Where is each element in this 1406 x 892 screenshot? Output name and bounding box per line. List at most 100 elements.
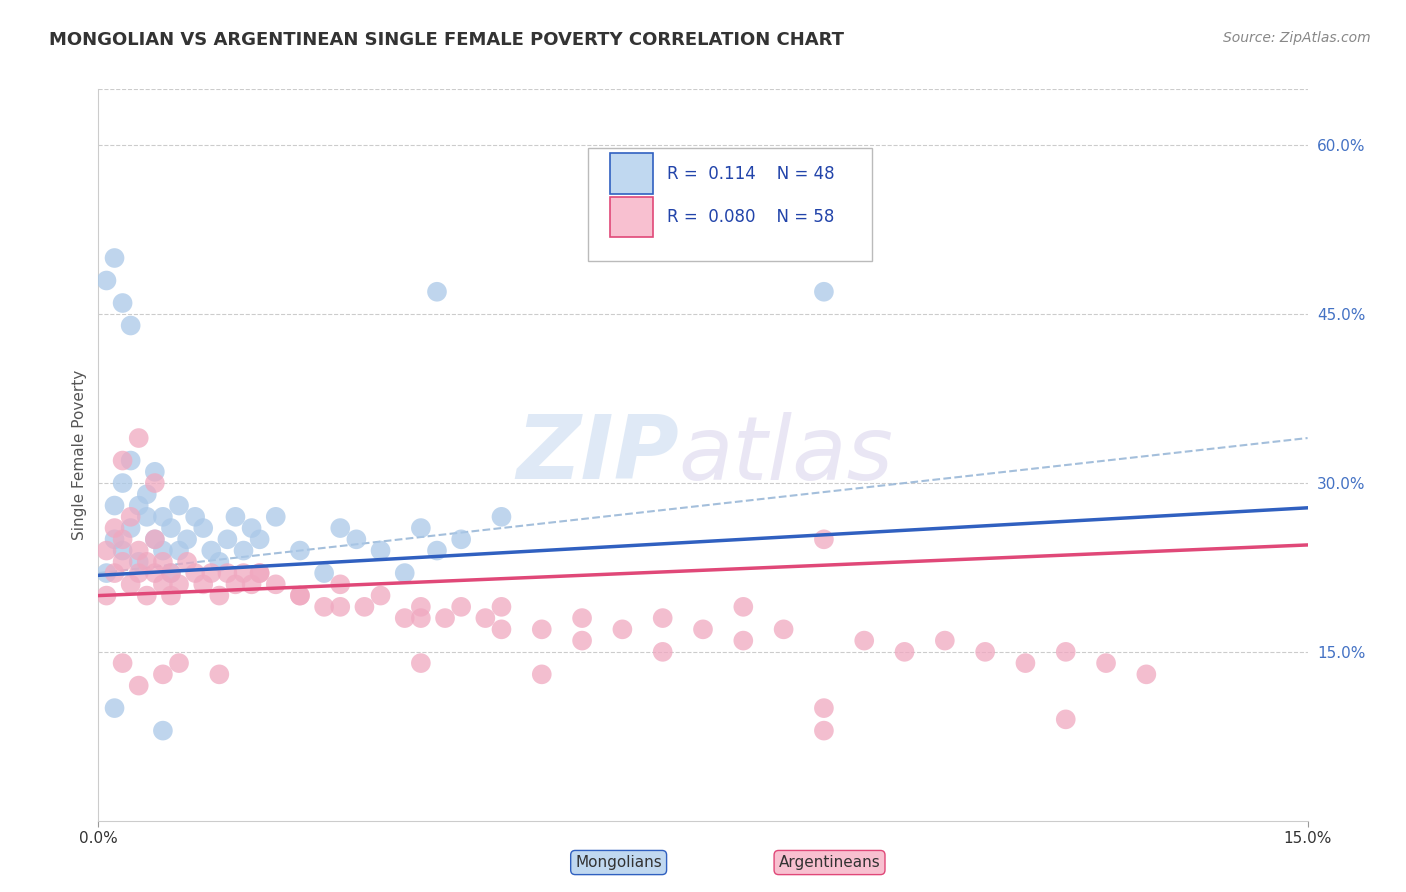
FancyBboxPatch shape [610, 196, 654, 237]
Point [474, 611, 496, 625]
Point [160, 589, 183, 603]
Point [200, 543, 222, 558]
Point [135, 509, 157, 524]
Point [152, 543, 174, 558]
Point [264, 509, 287, 524]
Point [167, 577, 190, 591]
Point [96, 273, 118, 287]
Point [370, 543, 392, 558]
Text: atlas: atlas [679, 412, 894, 498]
Point [651, 645, 673, 659]
Point [208, 555, 231, 569]
Point [111, 296, 134, 310]
Point [491, 599, 513, 614]
Point [813, 285, 835, 299]
Point [103, 521, 125, 535]
Point [530, 667, 553, 681]
Point [353, 599, 375, 614]
Point [434, 611, 457, 625]
Point [1095, 656, 1118, 670]
Point [974, 645, 997, 659]
Point [450, 533, 472, 547]
Text: MONGOLIAN VS ARGENTINEAN SINGLE FEMALE POVERTY CORRELATION CHART: MONGOLIAN VS ARGENTINEAN SINGLE FEMALE P… [49, 31, 844, 49]
Point [176, 533, 198, 547]
Point [143, 533, 166, 547]
Point [1054, 645, 1077, 659]
Point [1054, 712, 1077, 726]
Point [426, 543, 449, 558]
Point [103, 533, 125, 547]
Text: Argentineans: Argentineans [779, 855, 880, 870]
Point [167, 543, 190, 558]
Point [409, 656, 432, 670]
Point [288, 589, 311, 603]
Point [143, 476, 166, 491]
Point [651, 611, 673, 625]
Point [135, 589, 157, 603]
Point [224, 577, 246, 591]
Point [176, 555, 198, 569]
Point [111, 453, 134, 467]
Point [143, 566, 166, 580]
Point [772, 623, 794, 637]
Point [394, 566, 416, 580]
Point [152, 509, 174, 524]
Point [813, 723, 835, 738]
Text: Mongolians: Mongolians [575, 855, 662, 870]
Point [152, 555, 174, 569]
Point [103, 701, 125, 715]
Point [103, 499, 125, 513]
Point [240, 521, 263, 535]
Point [160, 566, 183, 580]
Point [143, 533, 166, 547]
Point [120, 318, 142, 333]
Point [314, 599, 336, 614]
Point [167, 656, 190, 670]
Point [288, 543, 311, 558]
Point [232, 566, 254, 580]
Point [120, 509, 142, 524]
Point [143, 465, 166, 479]
Point [152, 723, 174, 738]
Point [329, 599, 352, 614]
Point [370, 589, 392, 603]
Point [733, 599, 755, 614]
Point [152, 577, 174, 591]
FancyBboxPatch shape [588, 148, 872, 261]
Point [530, 623, 553, 637]
Point [893, 645, 915, 659]
Point [264, 577, 287, 591]
Point [111, 543, 134, 558]
Point [692, 623, 714, 637]
Point [111, 555, 134, 569]
Point [288, 589, 311, 603]
Point [120, 453, 142, 467]
Point [111, 656, 134, 670]
Point [217, 533, 239, 547]
Point [934, 633, 956, 648]
Point [120, 521, 142, 535]
Y-axis label: Single Female Poverty: Single Female Poverty [72, 370, 87, 540]
Point [224, 509, 246, 524]
Point [249, 566, 271, 580]
Point [249, 566, 271, 580]
Point [571, 633, 593, 648]
Point [249, 533, 271, 547]
Point [184, 509, 207, 524]
Point [96, 543, 118, 558]
Point [329, 577, 352, 591]
Point [217, 566, 239, 580]
Point [491, 623, 513, 637]
Point [1135, 667, 1157, 681]
Point [135, 487, 157, 501]
Point [344, 533, 367, 547]
Point [612, 623, 634, 637]
Point [111, 533, 134, 547]
Point [329, 521, 352, 535]
Point [128, 543, 150, 558]
Point [128, 679, 150, 693]
Point [491, 509, 513, 524]
Point [96, 566, 118, 580]
Point [208, 667, 231, 681]
Point [450, 599, 472, 614]
